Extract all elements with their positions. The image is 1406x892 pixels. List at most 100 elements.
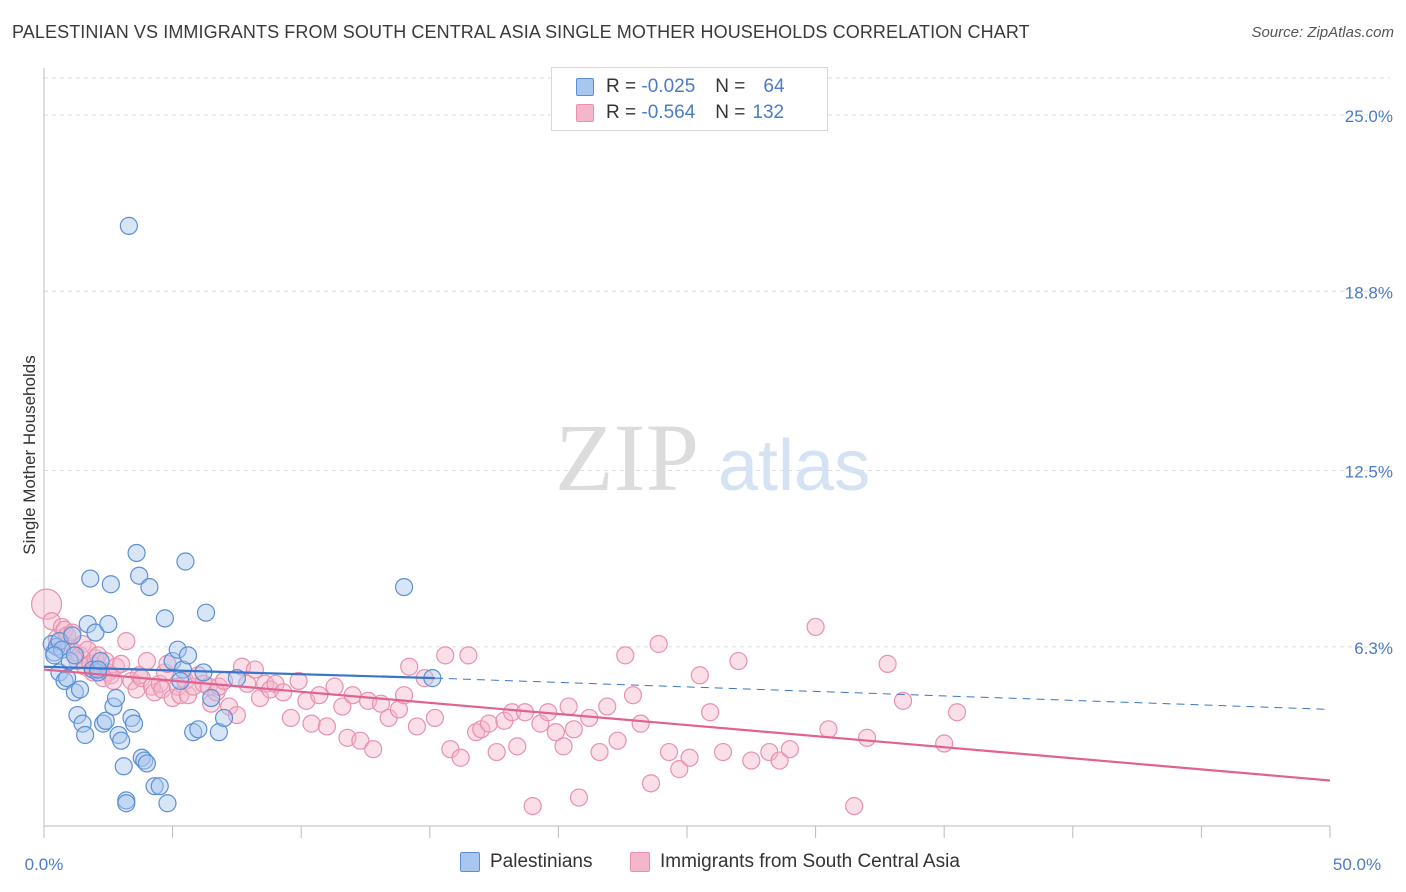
point-palestinians (127, 543, 146, 563)
point-immigrants (623, 686, 643, 705)
point-immigrants (806, 617, 825, 637)
point-immigrants (281, 708, 301, 728)
palestinians-swatch (576, 78, 594, 96)
legend-label: Palestinians (490, 851, 593, 872)
point-immigrants (559, 697, 578, 716)
y-tick-label: 18.8% (1345, 283, 1393, 302)
point-palestinians (137, 754, 156, 773)
legend-label: Immigrants from South Central Asia (660, 851, 960, 872)
point-immigrants (310, 686, 329, 705)
point-immigrants (30, 588, 63, 620)
point-palestinians (86, 623, 105, 642)
x-tick-label: 0.0% (25, 855, 64, 874)
n-value: 64 (763, 76, 785, 97)
point-palestinians (96, 711, 115, 730)
point-immigrants (935, 734, 954, 753)
point-palestinians (112, 731, 131, 750)
point-immigrants (487, 742, 506, 762)
point-palestinians (117, 794, 136, 813)
point-palestinians (202, 688, 221, 708)
point-palestinians (394, 577, 414, 597)
point-palestinians (60, 651, 79, 671)
point-immigrants (508, 737, 527, 756)
trend-line-immigrants (43, 668, 1331, 782)
point-palestinians (214, 708, 234, 728)
point-palestinians (178, 646, 198, 665)
point-immigrants (590, 742, 609, 762)
n-label: N = (715, 102, 746, 123)
point-immigrants (670, 760, 689, 779)
point-immigrants (451, 748, 470, 767)
point-palestinians (70, 680, 90, 699)
point-palestinians (76, 725, 95, 745)
point-immigrants (878, 654, 897, 673)
point-immigrants (523, 796, 542, 816)
immigrants-swatch (576, 104, 594, 122)
point-immigrants (137, 651, 156, 671)
point-immigrants (302, 714, 321, 733)
axes (43, 68, 1331, 838)
point-immigrants (845, 796, 864, 816)
point-palestinians (145, 777, 164, 796)
point-immigrants (127, 680, 146, 699)
point-immigrants (459, 646, 478, 665)
source-label: Source: ZipAtlas.com (1251, 24, 1394, 41)
legend-item-immigrants[interactable]: Immigrants from South Central Asia (630, 851, 960, 873)
point-palestinians (73, 714, 92, 733)
point-palestinians (106, 688, 126, 708)
point-palestinians (130, 566, 149, 585)
point-palestinians (189, 720, 208, 739)
point-immigrants (742, 751, 761, 770)
point-palestinians (196, 603, 216, 622)
watermark-atlas: atlas (718, 426, 870, 506)
point-palestinians (132, 748, 151, 767)
point-palestinians (101, 575, 120, 594)
point-palestinians (209, 723, 228, 742)
point-immigrants (608, 731, 627, 750)
point-palestinians (155, 609, 174, 628)
y-tick-label: 12.5% (1345, 462, 1393, 481)
point-palestinians (124, 714, 144, 733)
point-immigrants (857, 728, 877, 747)
point-palestinians (184, 723, 203, 742)
point-immigrants (659, 742, 679, 762)
point-immigrants (631, 714, 650, 733)
trend-line-palestinians (43, 665, 435, 680)
point-palestinians (94, 714, 113, 733)
point-immigrants (554, 737, 573, 756)
gridlines (44, 77, 1390, 648)
point-immigrants (564, 720, 583, 739)
point-immigrants (333, 697, 352, 716)
point-palestinians (81, 569, 100, 588)
point-immigrants (171, 686, 190, 705)
point-palestinians (68, 705, 87, 725)
point-immigrants (680, 748, 699, 767)
point-immigrants (407, 717, 427, 736)
point-immigrants (178, 686, 198, 705)
point-immigrants (42, 612, 61, 631)
watermark: ZIP atlas (555, 404, 870, 511)
point-palestinians (158, 794, 177, 813)
trend-extension-palestinians (434, 677, 1331, 710)
r-label: R = (606, 102, 637, 123)
point-immigrants (130, 666, 149, 685)
point-immigrants (436, 646, 455, 665)
watermark-zip: ZIP (555, 404, 699, 511)
point-palestinians (65, 683, 84, 702)
legend-item-palestinians[interactable]: Palestinians (460, 851, 592, 873)
point-immigrants (616, 646, 635, 665)
point-immigrants (317, 717, 337, 736)
r-value: -0.025 (641, 76, 696, 97)
point-palestinians (119, 216, 138, 235)
stats-row-palestinians: R = -0.025 N = 64 (576, 75, 785, 99)
point-palestinians (140, 577, 159, 597)
point-immigrants (713, 742, 733, 762)
point-immigrants (202, 694, 221, 713)
point-immigrants (289, 671, 308, 691)
n-value: 132 (752, 102, 785, 123)
stats-row-immigrants: R = -0.564 N = 132 (576, 101, 784, 125)
point-immigrants (425, 708, 445, 728)
point-immigrants (117, 632, 136, 651)
point-palestinians (168, 640, 187, 659)
